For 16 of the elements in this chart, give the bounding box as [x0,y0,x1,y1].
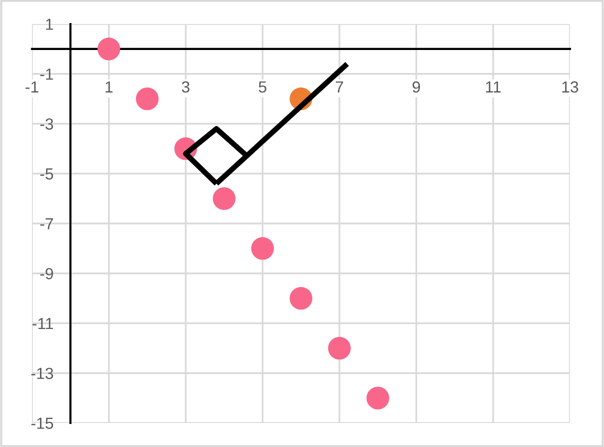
x-tick-label: 3 [182,81,190,93]
x-tick-label: 9 [412,81,420,93]
x-tick-label: 5 [258,81,266,93]
y-tick-label: -15 [31,418,54,429]
x-tick-label: 13 [562,81,578,93]
x-tick-label: 7 [336,81,344,92]
y-tick-label: -5 [40,168,54,180]
y-tick-label: -3 [40,118,54,130]
y-tick-label: -13 [31,368,54,380]
y-tick-label: 1 [46,18,53,30]
y-tick-label: -11 [32,318,53,330]
y-tick-label: -9 [40,268,54,280]
x-tick-label: 1 [106,81,113,92]
y-tick-label: -7 [40,218,53,230]
x-tick-label: 11 [486,81,501,92]
y-tick-label: -1 [40,68,53,80]
